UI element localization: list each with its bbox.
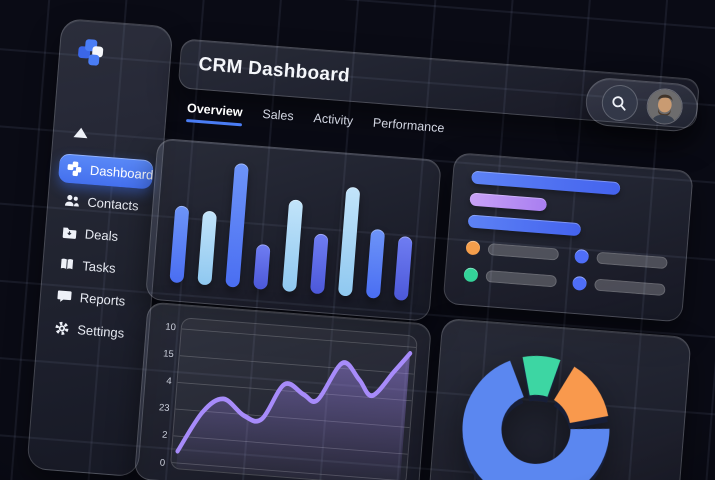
bar-chart-panel <box>144 137 442 322</box>
search-icon <box>612 95 626 111</box>
user-avatar[interactable] <box>644 87 684 126</box>
y-tick-label: 2 <box>161 429 168 442</box>
sidebar-item-label: Tasks <box>81 258 117 276</box>
bar <box>365 228 386 299</box>
stat-progress <box>469 192 547 212</box>
stats-legend <box>463 240 668 297</box>
sidebar-item-deals[interactable]: Deals <box>53 217 149 253</box>
sidebar-item-settings[interactable]: Settings <box>45 313 141 349</box>
legend-dot <box>574 248 590 264</box>
triangle-up-icon <box>73 127 89 139</box>
legend-item <box>574 248 668 270</box>
legend-dot <box>572 275 588 291</box>
sidebar-item-tasks[interactable]: Tasks <box>50 249 146 285</box>
y-tick-label: 10 <box>164 321 177 334</box>
bar-chart <box>169 159 417 301</box>
y-tick-label: 23 <box>158 402 170 415</box>
bar <box>253 244 271 290</box>
sidebar-item-label: Deals <box>84 226 119 244</box>
line-chart <box>171 328 417 480</box>
users-icon <box>64 193 80 209</box>
line-chart-panel: 10 15 4 23 2 0 <box>133 301 432 480</box>
donut-chart <box>462 355 610 480</box>
legend-bar <box>487 243 560 261</box>
collapse-button[interactable] <box>73 124 156 144</box>
app-logo-icon[interactable] <box>75 36 107 68</box>
bar <box>393 235 413 301</box>
legend-dot <box>465 240 481 256</box>
folder-icon <box>61 225 77 241</box>
donut-chart-panel <box>426 317 692 480</box>
chat-icon <box>56 288 72 304</box>
sidebar-item-label: Contacts <box>86 194 140 214</box>
user-photo-icon <box>645 88 683 125</box>
book-icon <box>59 257 75 273</box>
stats-panel <box>442 152 694 323</box>
legend-item <box>572 275 666 297</box>
gear-icon <box>54 320 70 336</box>
tab-overview[interactable]: Overview <box>186 101 244 129</box>
bar <box>169 205 190 284</box>
legend-item <box>465 240 560 261</box>
sidebar-item-label: Reports <box>79 290 126 309</box>
bar <box>309 233 329 295</box>
legend-bar <box>594 278 666 297</box>
y-tick-label: 15 <box>162 348 175 361</box>
sidebar-item-reports[interactable]: Reports <box>48 281 144 317</box>
sidebar-item-label: Dashboard <box>89 162 154 183</box>
sidebar-item-contacts[interactable]: Contacts <box>55 185 151 221</box>
tab-activity[interactable]: Activity <box>313 110 354 129</box>
sidebar-nav: Dashboard Contacts <box>45 153 154 349</box>
header-actions <box>584 76 700 133</box>
tab-sales[interactable]: Sales <box>261 106 295 124</box>
bar <box>337 186 361 297</box>
search-button[interactable] <box>599 83 639 123</box>
sidebar-item-label: Settings <box>76 322 125 341</box>
y-tick-label: 4 <box>165 375 173 388</box>
bar <box>281 199 303 293</box>
line-chart-plot <box>169 317 418 480</box>
stat-progress <box>471 170 622 196</box>
bar <box>197 210 218 286</box>
sidebar-item-dashboard[interactable]: Dashboard <box>57 153 154 190</box>
y-tick-label: 0 <box>159 457 166 469</box>
legend-bar <box>485 269 558 288</box>
stat-progress <box>467 214 582 237</box>
legend-item <box>463 267 558 288</box>
legend-bar <box>596 251 668 270</box>
grid-icon <box>66 161 82 177</box>
bar <box>225 162 250 288</box>
page-title: CRM Dashboard <box>197 53 351 87</box>
legend-dot <box>463 267 479 283</box>
